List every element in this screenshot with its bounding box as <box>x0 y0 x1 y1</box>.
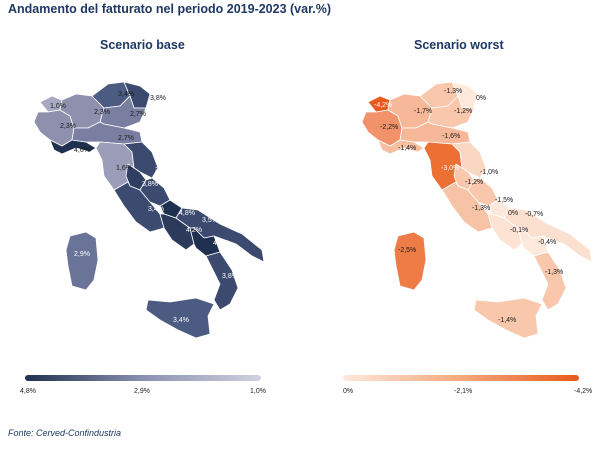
label-base-18: 3,8% <box>222 273 238 280</box>
subtitle-worst: Scenario worst <box>414 38 504 52</box>
region-sardegna-w <box>393 231 427 291</box>
label-base-10: 3,8% <box>142 181 158 188</box>
label-base-7: 4,6% <box>74 147 90 154</box>
label-worst-14: -0,7% <box>525 211 543 218</box>
label-base-15: 4,2% <box>186 227 202 234</box>
label-worst-4: -1,2% <box>454 108 472 115</box>
map-base <box>33 81 265 339</box>
label-worst-11: -1,5% <box>495 197 513 204</box>
labels-base: 1,0% 2,3% 3,4% 3,8% 2,3% 2,7% 2,7% 4,6% … <box>50 91 238 324</box>
legend-base-max: 1,0% <box>250 388 266 395</box>
legend-worst-max: -4,2% <box>574 388 593 395</box>
label-worst-16: -0,4% <box>538 239 556 246</box>
label-base-12: 3,4% <box>148 206 164 213</box>
legend-bar-worst <box>343 375 579 381</box>
label-base-0: 1,0% <box>50 103 66 110</box>
label-worst-3: 0% <box>476 95 486 102</box>
labels-worst: -4,2% -1,7% -1,3% 0% -1,2% -2,2% -1,6% -… <box>374 88 563 324</box>
label-base-9: 3,2% <box>155 167 171 174</box>
label-base-6: 2,7% <box>118 135 134 142</box>
label-worst-13: 0% <box>508 210 518 217</box>
label-worst-6: -1,6% <box>442 133 460 140</box>
region-liguria-w <box>377 139 425 155</box>
label-base-13: 4,8% <box>179 210 195 217</box>
label-worst-0: -4,2% <box>374 102 392 109</box>
subtitle-base: Scenario base <box>100 38 185 52</box>
label-base-4: 2,3% <box>60 123 76 130</box>
label-base-8: 1,6% <box>116 165 132 172</box>
legend-base-mid: 2,9% <box>134 388 150 395</box>
legend-worst-min: 0% <box>343 388 354 395</box>
region-calabria <box>205 251 239 311</box>
label-worst-9: -1,0% <box>480 169 498 176</box>
label-base-14: 3,5% <box>202 217 218 224</box>
label-worst-1: -1,7% <box>414 108 432 115</box>
label-worst-10: -1,2% <box>465 179 483 186</box>
chart-title: Andamento del fatturato nel periodo 2019… <box>8 2 331 16</box>
map-worst <box>361 81 593 339</box>
label-worst-5: -2,2% <box>380 124 398 131</box>
label-base-17: 2,9% <box>74 251 90 258</box>
region-liguria <box>49 139 97 155</box>
region-calabria-w <box>533 251 567 311</box>
label-worst-8: -3,0% <box>441 165 459 172</box>
label-base-11: 3,3% <box>170 196 186 203</box>
legend-worst-mid: -2,1% <box>454 388 473 395</box>
label-base-5: 2,7% <box>130 111 146 118</box>
legend-bar-base <box>25 375 261 381</box>
label-base-3: 3,8% <box>150 95 166 102</box>
label-worst-12: -1,3% <box>472 205 490 212</box>
region-sicilia-w <box>473 297 543 339</box>
label-base-1: 2,3% <box>94 109 110 116</box>
label-base-2: 3,4% <box>118 91 134 98</box>
label-base-16: 4,7% <box>213 240 229 247</box>
legend-base-min: 4,8% <box>20 388 36 395</box>
label-worst-15: -0,1% <box>510 227 528 234</box>
label-worst-18: -1,3% <box>545 269 563 276</box>
label-worst-7: -1,4% <box>398 145 416 152</box>
source-note: Fonte: Cerved-Confindustria <box>8 428 122 438</box>
label-worst-19: -1,4% <box>498 317 516 324</box>
label-base-19: 3,4% <box>173 317 189 324</box>
region-sicilia <box>145 297 215 339</box>
region-sardegna <box>65 231 99 291</box>
region-emilia-w <box>399 121 471 145</box>
label-worst-17: -2,5% <box>398 247 416 254</box>
region-emilia <box>71 121 143 145</box>
label-worst-2: -1,3% <box>444 88 462 95</box>
